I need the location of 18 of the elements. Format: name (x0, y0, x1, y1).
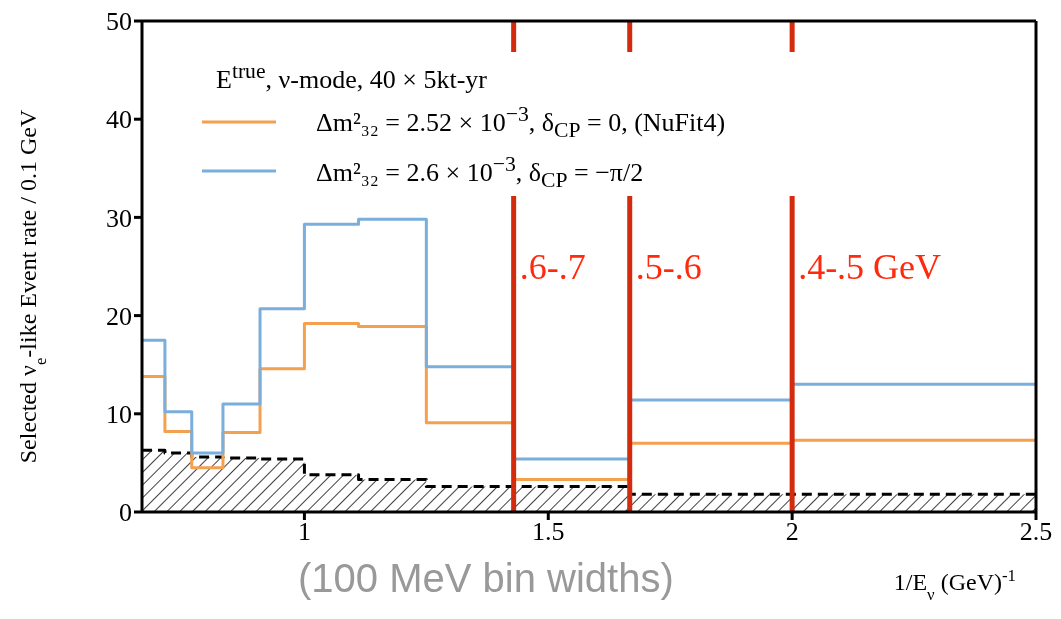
x-tick-label: 1 (297, 517, 311, 547)
y-tick-label: 40 (106, 105, 132, 135)
x-tick-label: 1.5 (532, 517, 565, 547)
legend-label: Δm²₃₂ = 2.52 × 10$^{−3}$, δ$_{CP}$ = 0, (NuFit4) (316, 100, 726, 144)
y-tick-label: 30 (106, 203, 132, 233)
y-tick-label: 20 (106, 301, 132, 331)
x-axis-title: 1/E$_{ν}$ (GeV)$^{-1}$ (893, 565, 1016, 604)
legend-title: E$^{true}$, ν-mode, 40 × 5kt-yr (215, 58, 488, 96)
legend-label: Δm²₃₂ = 2.6 × 10$^{−3}$, δ$_{CP}$ = −π/2 (316, 150, 644, 194)
x-tick-label: 2.5 (1019, 517, 1053, 547)
annotation: .6-.7 (519, 245, 586, 289)
annotation: .5-.6 (635, 245, 702, 289)
x-tick-label: 2 (785, 517, 799, 547)
y-tick-label: 50 (106, 7, 132, 37)
text: (100 MeV bin widths) (298, 556, 674, 601)
y-tick-label: 0 (119, 498, 132, 528)
y-tick-label: 10 (106, 400, 132, 430)
annotation: .4-.5 GeV (798, 245, 942, 289)
